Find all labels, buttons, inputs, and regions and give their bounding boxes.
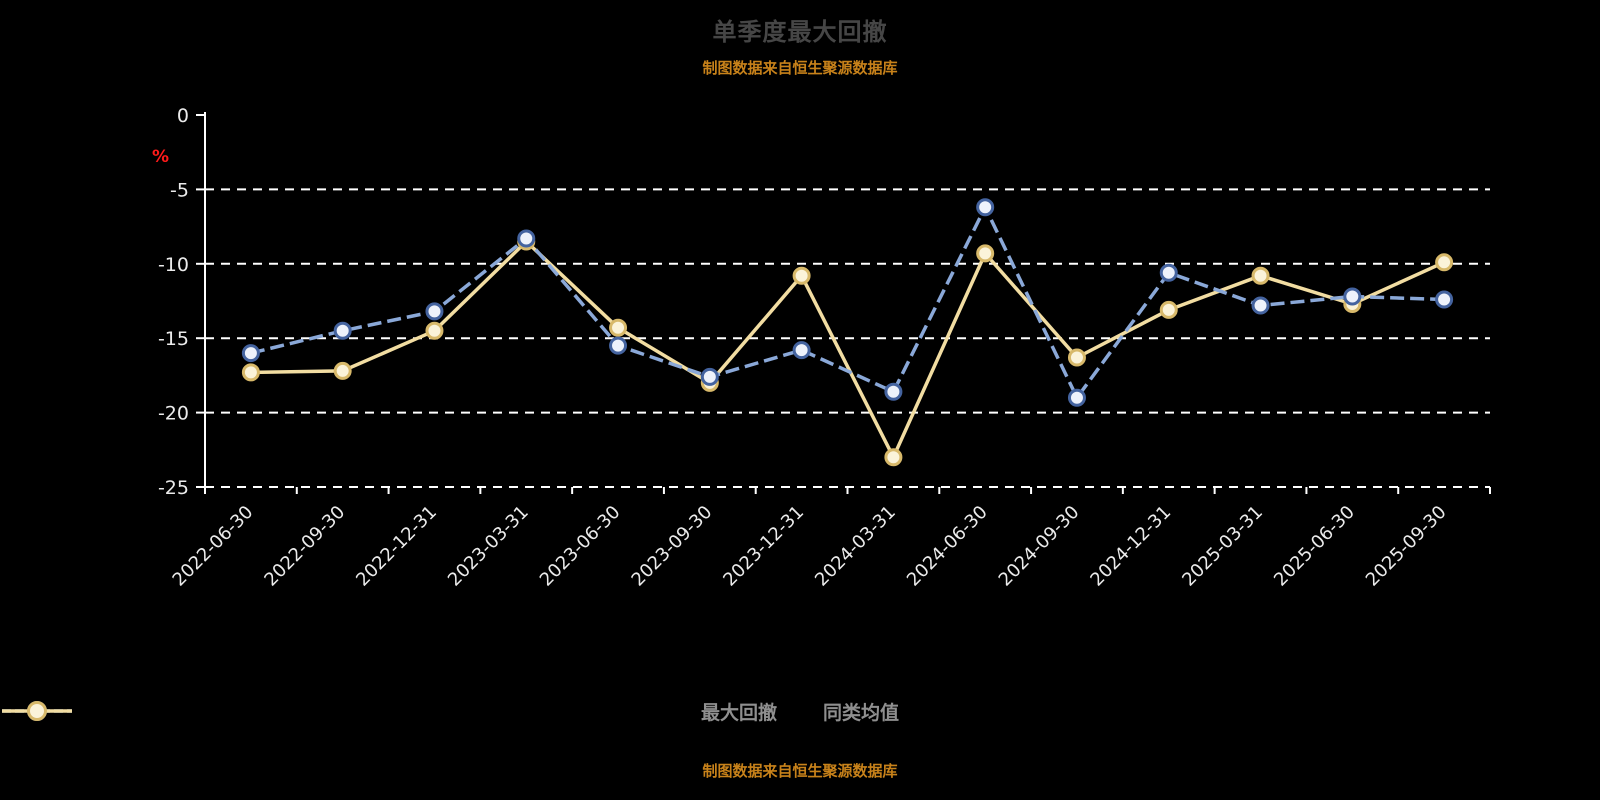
x-tick-label: 2024-06-30 bbox=[903, 502, 992, 591]
data-point bbox=[1435, 290, 1454, 309]
source-note-top: 制图数据来自恒生聚源数据库 bbox=[702, 59, 898, 77]
data-point bbox=[976, 198, 995, 217]
data-point bbox=[333, 321, 352, 340]
y-axis-unit-label: % bbox=[152, 147, 169, 167]
data-point bbox=[1251, 296, 1270, 315]
x-tick-label: 2022-09-30 bbox=[260, 502, 349, 591]
data-point bbox=[517, 229, 536, 248]
legend-label-peer-average: 同类均值 bbox=[823, 702, 900, 724]
data-point bbox=[609, 336, 628, 355]
data-point bbox=[792, 341, 811, 360]
x-tick-label: 2023-09-30 bbox=[628, 502, 717, 591]
data-point bbox=[792, 266, 811, 285]
chart-title: 单季度最大回撤 bbox=[712, 18, 888, 46]
data-point bbox=[333, 361, 352, 380]
data-point bbox=[884, 448, 903, 467]
x-tick-label: 2023-06-30 bbox=[536, 502, 625, 591]
data-point bbox=[1159, 263, 1178, 282]
x-tick-label: 2022-06-30 bbox=[169, 502, 258, 591]
series-line-0 bbox=[250, 205, 1445, 400]
data-point bbox=[425, 321, 444, 340]
y-tick-label: -20 bbox=[158, 403, 189, 425]
x-tick-label: 2025-09-30 bbox=[1362, 502, 1451, 591]
data-point bbox=[1435, 253, 1454, 272]
data-point bbox=[1159, 300, 1178, 319]
source-note-bottom: 制图数据来自恒生聚源数据库 bbox=[702, 762, 898, 780]
x-tick-label: 2023-12-31 bbox=[719, 502, 808, 591]
y-tick-label: 0 bbox=[177, 105, 189, 127]
data-point bbox=[1251, 266, 1270, 285]
data-point bbox=[241, 344, 260, 363]
data-point bbox=[425, 302, 444, 321]
x-tick-label: 2023-03-31 bbox=[444, 502, 533, 591]
x-tick-label: 2025-03-31 bbox=[1178, 502, 1267, 591]
legend-item-peer-average[interactable]: 同类均值 bbox=[2, 698, 900, 725]
x-tick-label: 2024-09-30 bbox=[995, 502, 1084, 591]
series-line-1 bbox=[250, 239, 1445, 459]
data-point bbox=[609, 318, 628, 337]
y-tick-label: -15 bbox=[158, 328, 189, 350]
y-tick-label: -10 bbox=[158, 254, 189, 276]
legend: 最大回撤 同类均值 bbox=[0, 698, 1600, 725]
x-tick-label: 2022-12-31 bbox=[352, 502, 441, 591]
x-tick-label: 2024-12-31 bbox=[1086, 502, 1175, 591]
legend-label-max-drawdown: 最大回撤 bbox=[700, 702, 777, 724]
data-point bbox=[1343, 287, 1362, 306]
x-tick-label: 2024-03-31 bbox=[811, 502, 900, 591]
data-point bbox=[1067, 348, 1086, 367]
y-tick-label: -25 bbox=[158, 477, 189, 499]
y-tick-label: -5 bbox=[170, 179, 189, 201]
data-point bbox=[1067, 388, 1086, 407]
data-point bbox=[884, 382, 903, 401]
data-point bbox=[700, 367, 719, 386]
legend-item-max-drawdown[interactable]: 最大回撤 bbox=[2, 698, 777, 725]
data-point bbox=[241, 363, 260, 382]
data-point bbox=[976, 244, 995, 263]
legend-marker-peer-average bbox=[2, 701, 72, 721]
x-tick-label: 2025-06-30 bbox=[1270, 502, 1359, 591]
